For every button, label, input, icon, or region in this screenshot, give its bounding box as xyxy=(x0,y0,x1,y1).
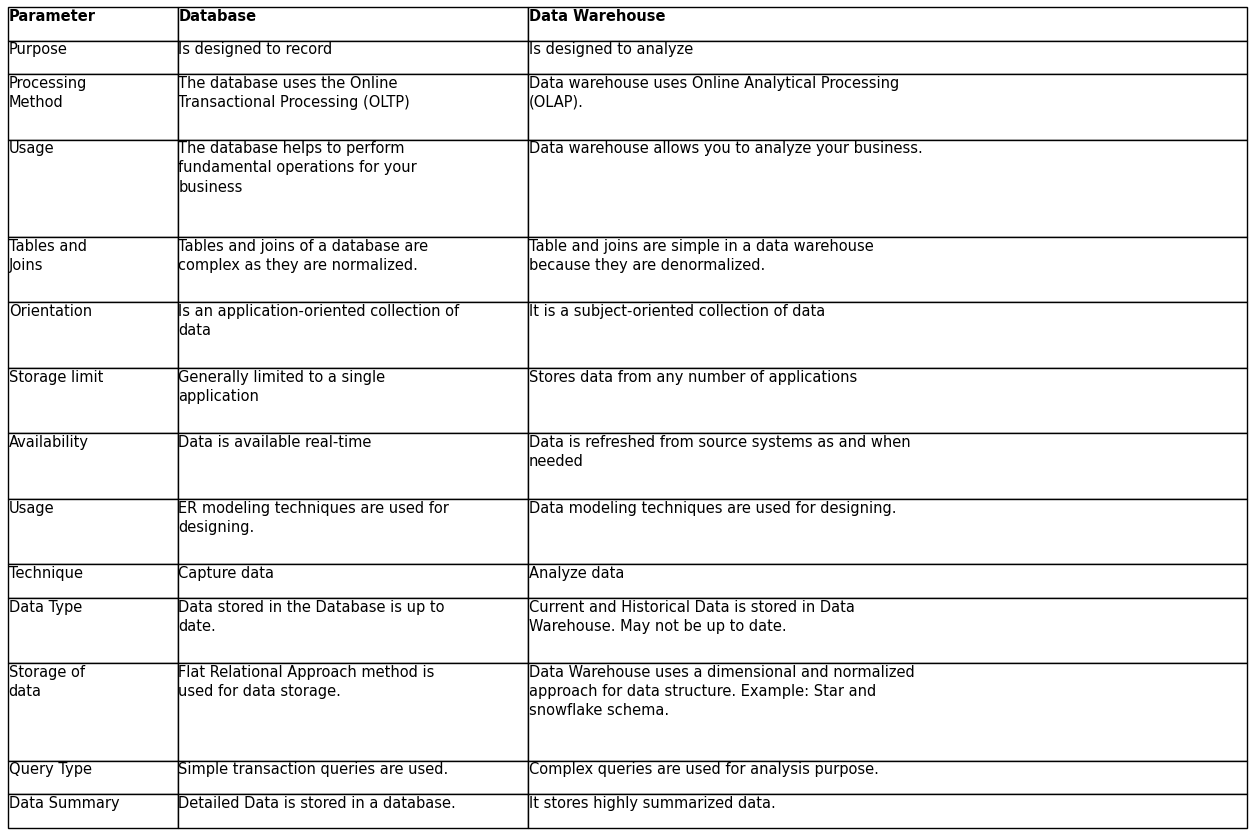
Text: Capture data: Capture data xyxy=(178,565,275,580)
Text: Parameter: Parameter xyxy=(9,8,95,23)
Text: Is designed to record: Is designed to record xyxy=(178,42,333,57)
Text: Purpose: Purpose xyxy=(9,42,68,57)
Bar xyxy=(8,75,178,140)
Text: Processing
Method: Processing Method xyxy=(9,75,87,110)
Text: Data is refreshed from source systems as and when
needed: Data is refreshed from source systems as… xyxy=(530,435,911,469)
Text: ER modeling techniques are used for
designing.: ER modeling techniques are used for desi… xyxy=(178,500,449,534)
Text: The database helps to perform
fundamental operations for your
business: The database helps to perform fundamenta… xyxy=(178,141,417,195)
Bar xyxy=(8,565,178,599)
Text: Tables and joins of a database are
complex as they are normalized.: Tables and joins of a database are compl… xyxy=(178,238,428,273)
Bar xyxy=(178,499,528,565)
Text: Usage: Usage xyxy=(9,500,54,515)
Text: Flat Relational Approach method is
used for data storage.: Flat Relational Approach method is used … xyxy=(178,665,434,698)
Bar xyxy=(528,664,1247,761)
Text: Generally limited to a single
application: Generally limited to a single applicatio… xyxy=(178,370,385,403)
Text: Data warehouse allows you to analyze your business.: Data warehouse allows you to analyze you… xyxy=(530,141,922,156)
Bar xyxy=(528,369,1247,434)
Text: Complex queries are used for analysis purpose.: Complex queries are used for analysis pu… xyxy=(530,762,878,777)
Text: Storage limit: Storage limit xyxy=(9,370,103,384)
Text: It stores highly summarized data.: It stores highly summarized data. xyxy=(530,795,776,810)
Text: Data modeling techniques are used for designing.: Data modeling techniques are used for de… xyxy=(530,500,896,515)
Text: Availability: Availability xyxy=(9,435,89,450)
Bar xyxy=(8,369,178,434)
Bar xyxy=(178,140,528,237)
Bar xyxy=(178,761,528,794)
Bar xyxy=(8,499,178,565)
Bar xyxy=(8,599,178,664)
Text: It is a subject-oriented collection of data: It is a subject-oriented collection of d… xyxy=(530,303,826,319)
Text: Usage: Usage xyxy=(9,141,54,156)
Text: Data Warehouse uses a dimensional and normalized
approach for data structure. Ex: Data Warehouse uses a dimensional and no… xyxy=(530,665,915,717)
Bar xyxy=(8,434,178,499)
Text: Database: Database xyxy=(178,8,256,23)
Bar xyxy=(178,8,528,42)
Bar xyxy=(178,434,528,499)
Text: Data stored in the Database is up to
date.: Data stored in the Database is up to dat… xyxy=(178,599,446,633)
Bar xyxy=(528,303,1247,369)
Text: Tables and
Joins: Tables and Joins xyxy=(9,238,87,273)
Bar xyxy=(8,664,178,761)
Text: Current and Historical Data is stored in Data
Warehouse. May not be up to date.: Current and Historical Data is stored in… xyxy=(530,599,855,633)
Bar xyxy=(528,599,1247,664)
Bar xyxy=(528,42,1247,75)
Text: Data warehouse uses Online Analytical Processing
(OLAP).: Data warehouse uses Online Analytical Pr… xyxy=(530,75,900,110)
Bar xyxy=(8,140,178,237)
Bar xyxy=(528,237,1247,303)
Text: Simple transaction queries are used.: Simple transaction queries are used. xyxy=(178,762,449,777)
Bar xyxy=(8,761,178,794)
Bar xyxy=(8,303,178,369)
Bar xyxy=(528,761,1247,794)
Text: The database uses the Online
Transactional Processing (OLTP): The database uses the Online Transaction… xyxy=(178,75,410,110)
Text: Stores data from any number of applications: Stores data from any number of applicati… xyxy=(530,370,857,384)
Text: Is an application-oriented collection of
data: Is an application-oriented collection of… xyxy=(178,303,459,338)
Bar xyxy=(178,75,528,140)
Bar xyxy=(528,75,1247,140)
Text: Analyze data: Analyze data xyxy=(530,565,625,580)
Bar xyxy=(528,140,1247,237)
Bar xyxy=(528,499,1247,565)
Text: Detailed Data is stored in a database.: Detailed Data is stored in a database. xyxy=(178,795,457,810)
Bar xyxy=(8,8,178,42)
Bar xyxy=(528,565,1247,599)
Text: Data Warehouse: Data Warehouse xyxy=(530,8,665,23)
Text: Technique: Technique xyxy=(9,565,83,580)
Bar xyxy=(528,434,1247,499)
Bar xyxy=(8,794,178,828)
Bar xyxy=(178,664,528,761)
Bar xyxy=(8,237,178,303)
Text: Query Type: Query Type xyxy=(9,762,92,777)
Bar xyxy=(8,42,178,75)
Bar xyxy=(178,794,528,828)
Bar xyxy=(178,599,528,664)
Text: Table and joins are simple in a data warehouse
because they are denormalized.: Table and joins are simple in a data war… xyxy=(530,238,873,273)
Bar xyxy=(178,237,528,303)
Bar xyxy=(178,42,528,75)
Text: Storage of
data: Storage of data xyxy=(9,665,84,698)
Bar xyxy=(178,369,528,434)
Bar xyxy=(178,303,528,369)
Text: Data Type: Data Type xyxy=(9,599,82,614)
Bar xyxy=(528,794,1247,828)
Text: Orientation: Orientation xyxy=(9,303,92,319)
Bar xyxy=(178,565,528,599)
Bar xyxy=(528,8,1247,42)
Text: Is designed to analyze: Is designed to analyze xyxy=(530,42,693,57)
Text: Data is available real-time: Data is available real-time xyxy=(178,435,371,450)
Text: Data Summary: Data Summary xyxy=(9,795,119,810)
